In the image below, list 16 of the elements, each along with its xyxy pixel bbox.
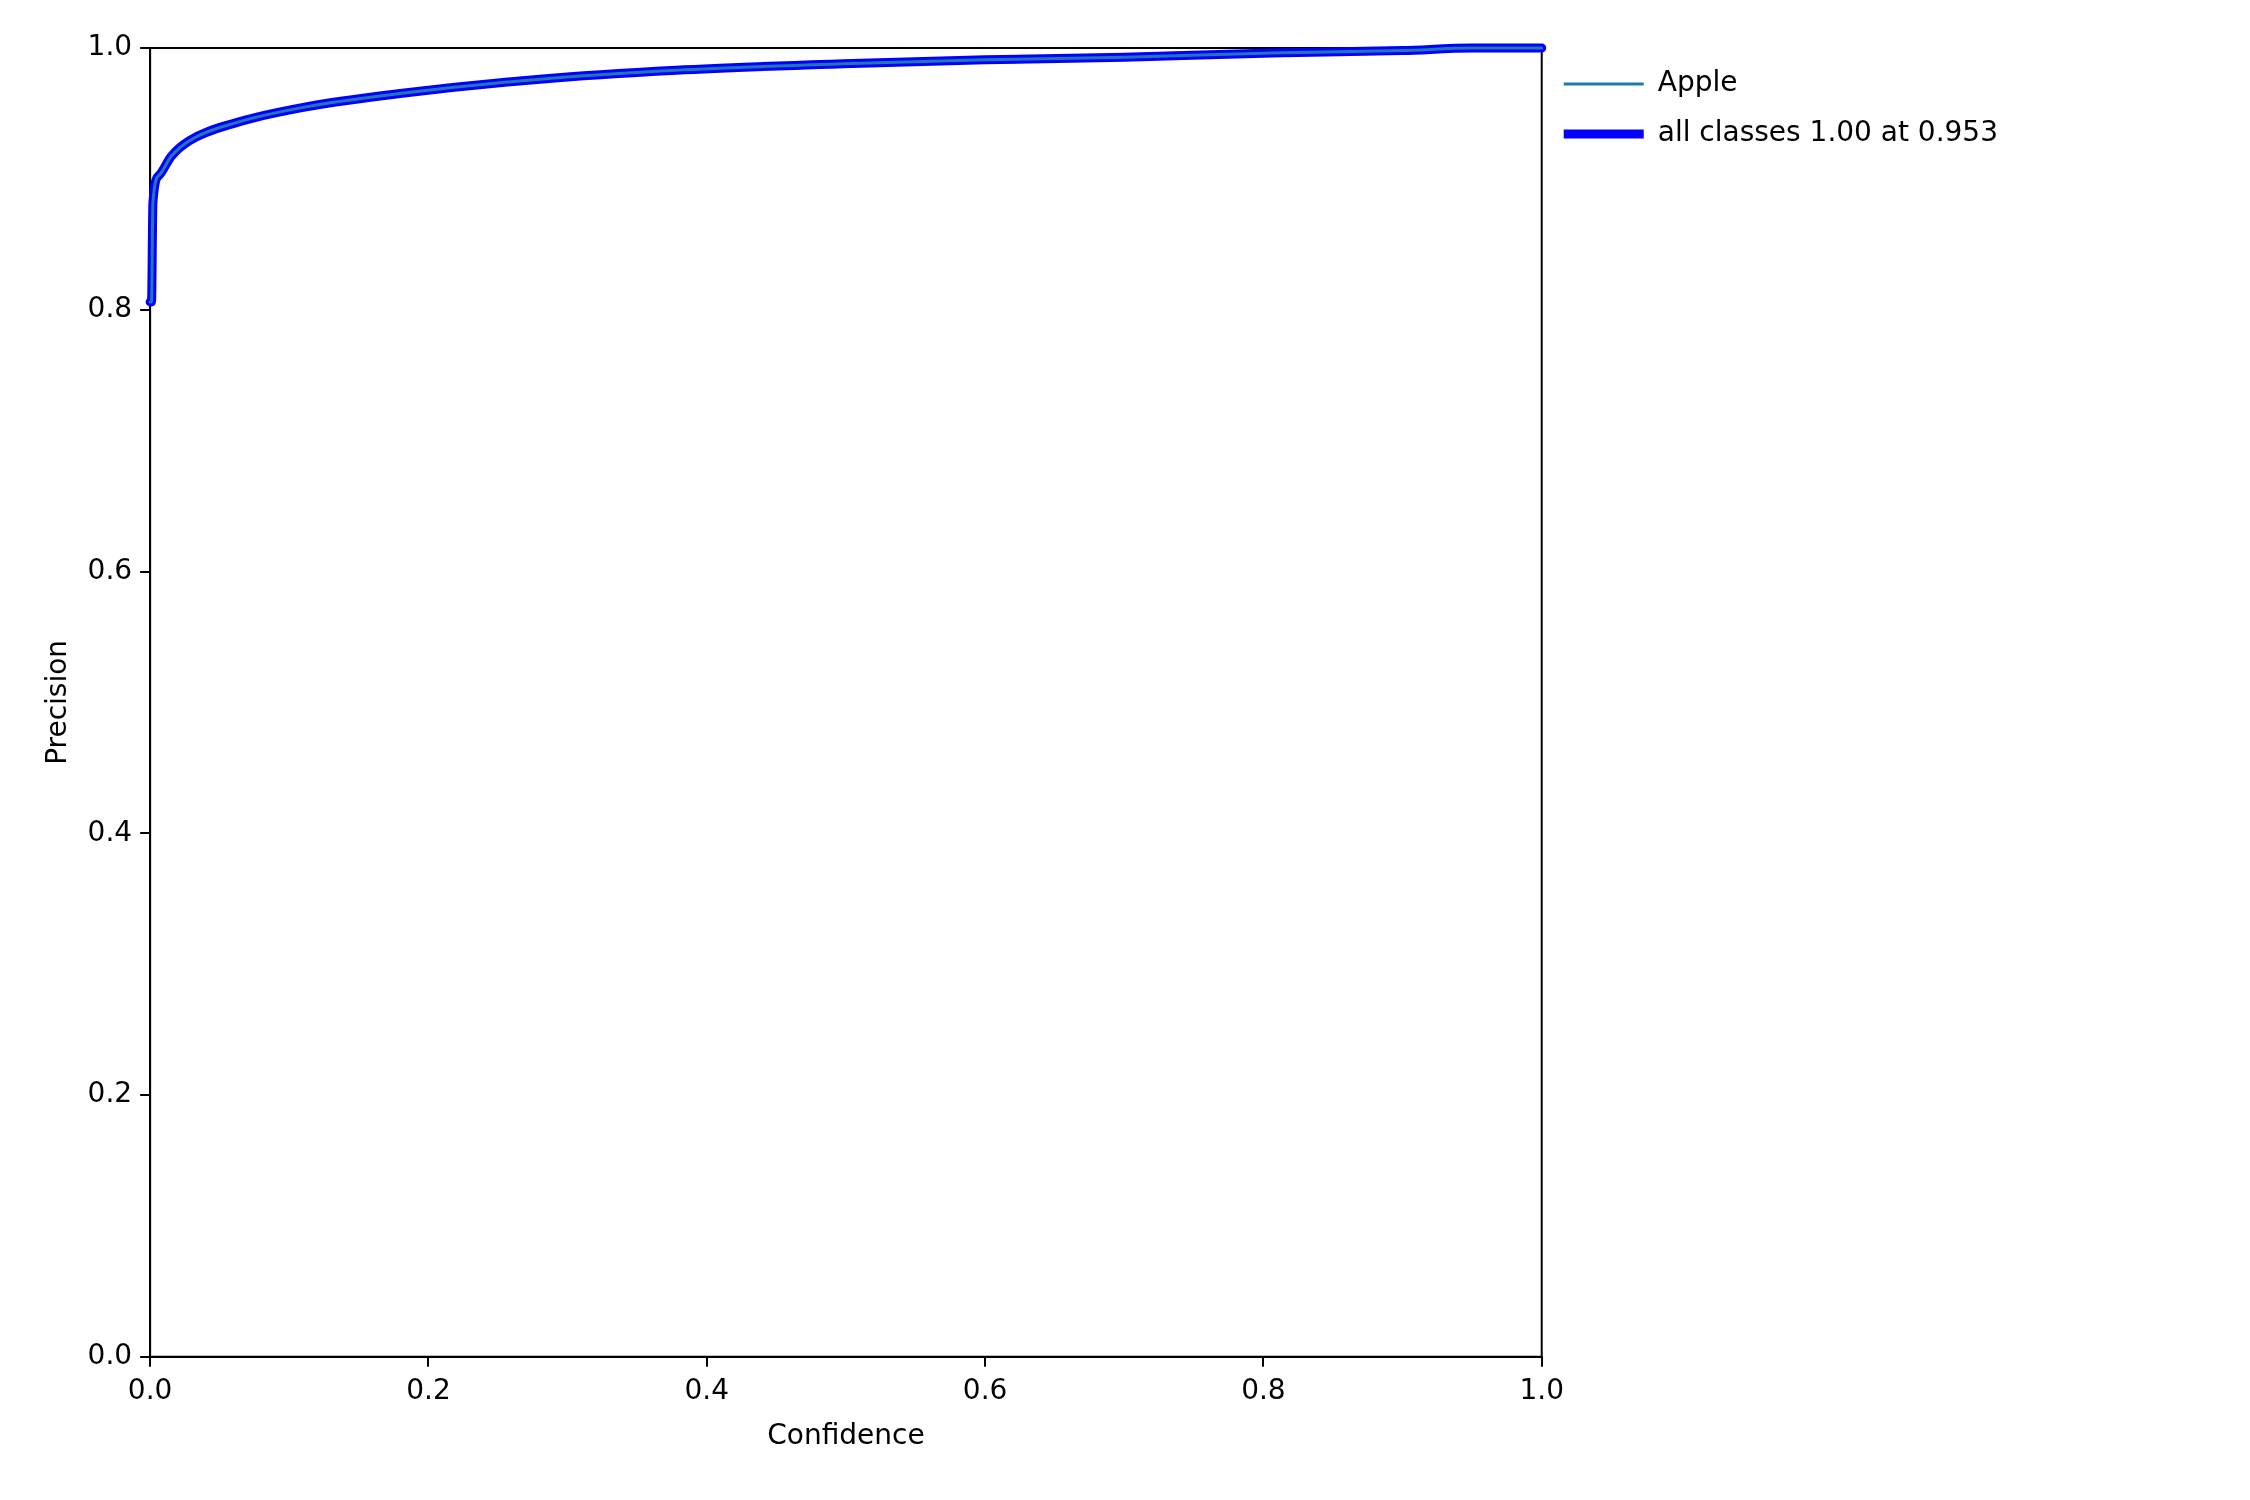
legend-label: all classes 1.00 at 0.953 xyxy=(1657,115,1998,149)
y-axis-title: Precision xyxy=(40,639,74,765)
y-tick-label: 0.6 xyxy=(87,552,133,586)
x-tick-label: 0.0 xyxy=(127,1372,173,1406)
y-tick-label: 0.0 xyxy=(87,1338,133,1372)
x-tick-label: 0.2 xyxy=(406,1372,451,1406)
y-tick-label: 1.0 xyxy=(87,29,133,63)
x-tick-label: 0.4 xyxy=(684,1372,730,1406)
x-tick-label: 0.8 xyxy=(1241,1372,1286,1406)
x-tick-label: 1.0 xyxy=(1519,1372,1564,1406)
y-tick-label: 0.4 xyxy=(87,814,133,848)
x-axis-title: Confidence xyxy=(767,1418,925,1452)
y-tick-label: 0.8 xyxy=(87,291,133,325)
legend-label: Apple xyxy=(1657,65,1738,99)
x-tick-label: 0.6 xyxy=(962,1372,1008,1406)
y-tick-label: 0.2 xyxy=(87,1076,133,1110)
